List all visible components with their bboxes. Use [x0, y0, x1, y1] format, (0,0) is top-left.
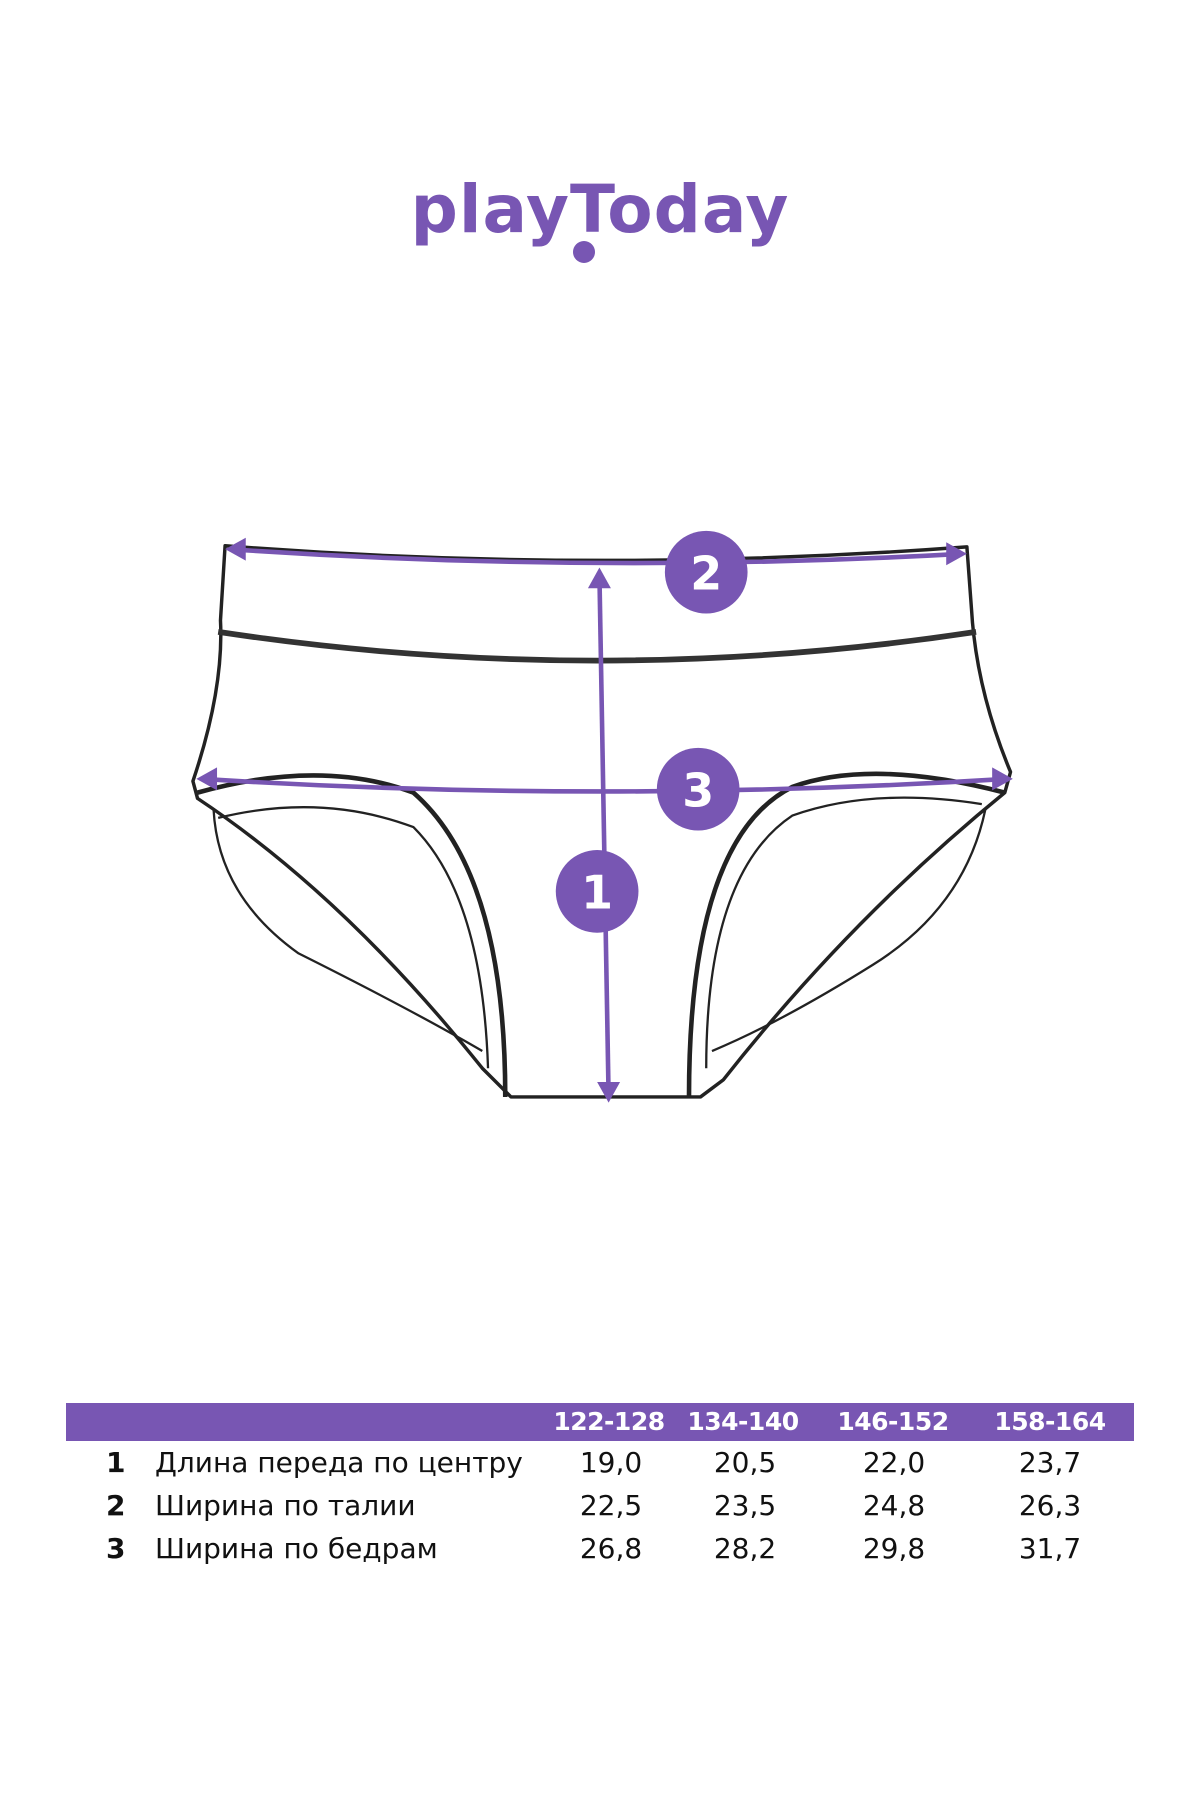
marker-2: 2: [690, 546, 722, 600]
cell: 23,5: [713, 1489, 777, 1522]
table-row: 1 Длина переда по центру 19,0 20,5 22,0 …: [0, 1446, 1200, 1488]
cell: 22,5: [579, 1489, 643, 1522]
column-header: 122-128: [553, 1407, 665, 1436]
row-label: Ширина по бедрам: [155, 1532, 438, 1565]
svg-text:playToday: playToday: [411, 171, 790, 248]
row-number: 1: [106, 1446, 126, 1479]
cell: 31,7: [1018, 1532, 1082, 1565]
cell: 23,7: [1018, 1446, 1082, 1479]
row-number: 3: [106, 1532, 126, 1565]
column-header: 158-164: [994, 1407, 1106, 1436]
row-number: 2: [106, 1489, 126, 1522]
row-label: Ширина по талии: [155, 1489, 416, 1522]
cell: 24,8: [862, 1489, 926, 1522]
cell: 26,3: [1018, 1489, 1082, 1522]
table-row: 3 Ширина по бедрам 26,8 28,2 29,8 31,7: [0, 1532, 1200, 1574]
table-header-bar: [66, 1403, 1134, 1441]
cell: 26,8: [579, 1532, 643, 1565]
cell: 22,0: [862, 1446, 926, 1479]
marker-1: 1: [581, 866, 613, 920]
measurement-markers: 2 3 1: [555, 530, 748, 933]
playtoday-logo: playToday: [411, 171, 790, 263]
column-header: 134-140: [687, 1407, 799, 1436]
cell: 19,0: [579, 1446, 643, 1479]
column-header: 146-152: [837, 1407, 949, 1436]
cell: 28,2: [713, 1532, 777, 1565]
table-row: 2 Ширина по талии 22,5 23,5 24,8 26,3: [0, 1489, 1200, 1531]
marker-3: 3: [682, 763, 714, 817]
cell: 29,8: [862, 1532, 926, 1565]
row-label: Длина переда по центру: [155, 1446, 523, 1479]
cell: 20,5: [713, 1446, 777, 1479]
